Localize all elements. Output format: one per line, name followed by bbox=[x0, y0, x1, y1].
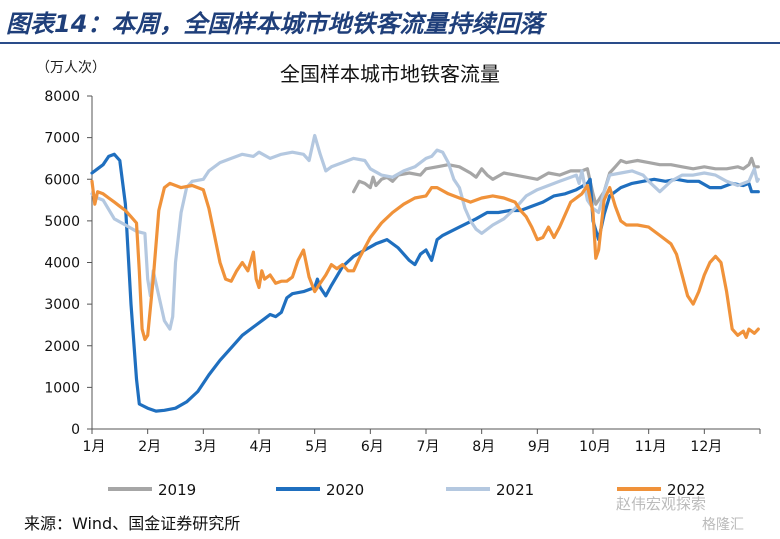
series-line-2020 bbox=[90, 152, 760, 413]
legend-label-2022: 2022 bbox=[667, 481, 705, 499]
x-tick-label: 3月 bbox=[194, 439, 217, 455]
legend-label-2021: 2021 bbox=[496, 481, 534, 499]
legend-label-2019: 2019 bbox=[158, 481, 196, 499]
x-tick-label: 2月 bbox=[138, 439, 161, 455]
watermark-text: 赵伟宏观探索 bbox=[616, 495, 707, 513]
chart-title: 全国样本城市地铁客流量 bbox=[280, 62, 500, 86]
y-tick-label: 7000 bbox=[44, 131, 80, 147]
source-note: 来源：Wind、国金证券研究所 bbox=[24, 514, 241, 533]
y-tick-label: 4000 bbox=[44, 256, 80, 272]
title-divider bbox=[0, 42, 780, 44]
x-tick-label: 6月 bbox=[361, 439, 384, 455]
x-tick-label: 11月 bbox=[635, 439, 667, 455]
x-tick-label: 8月 bbox=[472, 439, 495, 455]
series-lines bbox=[90, 133, 760, 413]
y-tick-label: 6000 bbox=[44, 172, 80, 188]
x-tick-label: 1月 bbox=[83, 439, 106, 455]
legend: 2019 2020 2021 2022 bbox=[108, 481, 705, 499]
y-tick-label: 0 bbox=[71, 422, 80, 438]
x-tick-label: 5月 bbox=[305, 439, 328, 455]
figure-title: 图表14：本周，全国样本城市地铁客流量持续回落 bbox=[6, 10, 544, 38]
x-tick-label: 10月 bbox=[579, 439, 611, 455]
x-tick-label: 12月 bbox=[690, 439, 722, 455]
x-tick-label: 4月 bbox=[250, 439, 273, 455]
series-line-2021 bbox=[90, 133, 760, 331]
legend-label-2020: 2020 bbox=[326, 481, 364, 499]
x-tick-label: 9月 bbox=[528, 439, 551, 455]
series-line-2019 bbox=[352, 156, 760, 206]
watermark-logo: 格隆汇 bbox=[702, 517, 744, 533]
axes: 0 1000 2000 3000 4000 5000 6000 7000 8000 1月 2月 3月 4… bbox=[44, 89, 761, 455]
y-unit-label: （万人次） bbox=[36, 60, 106, 76]
x-tick-label: 7月 bbox=[417, 439, 440, 455]
y-tick-label: 3000 bbox=[44, 297, 80, 313]
series-line-2022 bbox=[90, 179, 760, 342]
y-tick-label: 2000 bbox=[44, 339, 80, 355]
y-tick-label: 1000 bbox=[44, 380, 80, 396]
y-tick-label: 5000 bbox=[44, 214, 80, 230]
y-tick-label: 8000 bbox=[44, 89, 80, 105]
